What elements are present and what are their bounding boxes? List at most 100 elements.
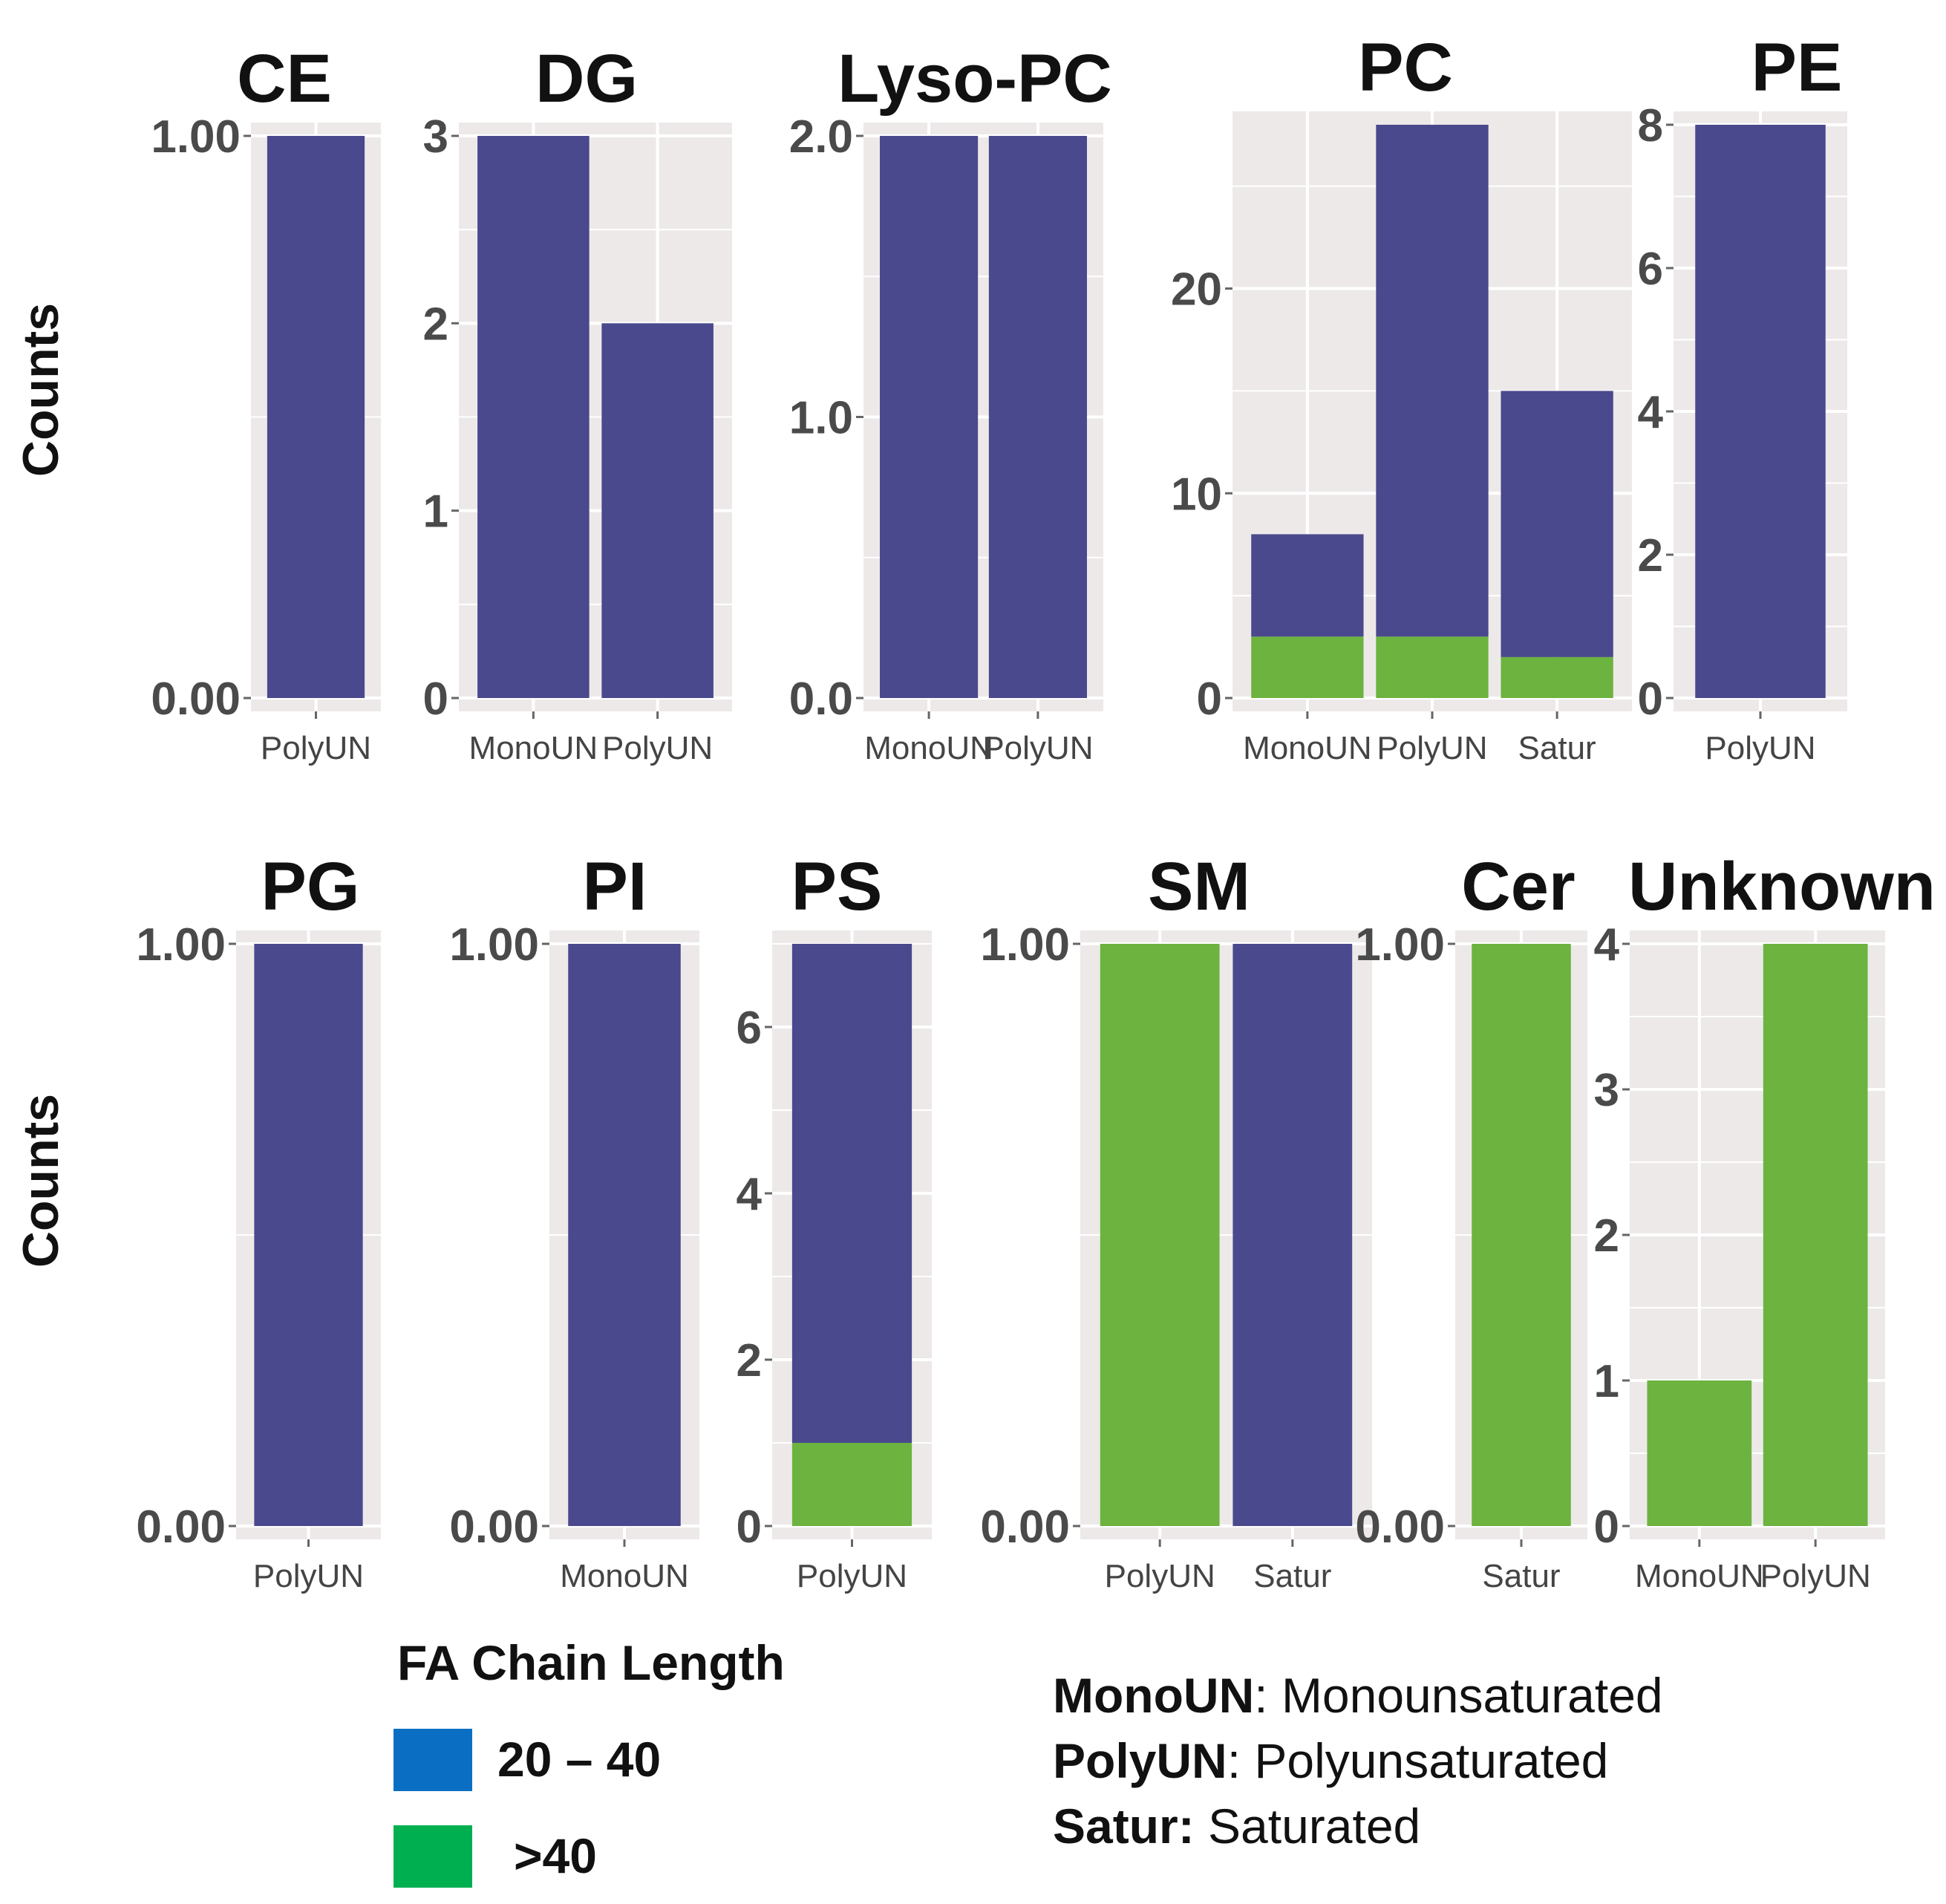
- panel-title-pi: PI: [583, 849, 647, 925]
- abbrev-satur-value: Saturated: [1195, 1799, 1421, 1854]
- y-tick-label-pe: 6: [1638, 244, 1663, 295]
- x-tick-label-sm: Satur: [1253, 1558, 1331, 1594]
- panel-title-lyso-pc: Lyso-PC: [838, 41, 1112, 117]
- panel-title-ce: CE: [237, 41, 332, 117]
- y-axis-label-bottom: Counts: [13, 1094, 69, 1268]
- y-tick-label-pg: 1.00: [136, 919, 226, 971]
- abbrev-satur: Satur: Saturated: [1053, 1799, 1420, 1854]
- abbrev-monoun-key: MonoUN: [1053, 1668, 1254, 1723]
- abbrev-polyun: PolyUN: Polyunsaturated: [1053, 1733, 1608, 1788]
- y-tick-label-pg: 0.00: [136, 1502, 226, 1553]
- y-tick-label-dg: 0: [423, 674, 448, 725]
- legend-title: FA Chain Length: [397, 1635, 785, 1690]
- legend: FA Chain Length 20 – 40 >40: [394, 1635, 785, 1888]
- bar-short-ps-polyun: [791, 944, 912, 1443]
- y-tick-label-dg: 3: [423, 111, 448, 163]
- y-tick-label-sm: 0.00: [980, 1502, 1070, 1553]
- panel-pe: PE PolyUN 8 6 4 2 0: [1638, 30, 1847, 766]
- panel-ps: PS PolyUN 6 4 2 0: [737, 849, 932, 1594]
- y-tick-label-pc: 10: [1171, 469, 1222, 520]
- legend-label-short: 20 – 40: [497, 1732, 661, 1787]
- x-tick-label-ce: PolyUN: [261, 730, 371, 766]
- panel-title-dg: DG: [535, 41, 638, 117]
- y-tick-label-lyso-pc: 0.0: [789, 674, 853, 725]
- bar-long-unknown-polyun: [1763, 944, 1868, 1526]
- x-tick-label-sm: PolyUN: [1105, 1558, 1215, 1594]
- y-tick-label-pe: 2: [1638, 530, 1663, 581]
- bar-long-cer-satur: [1472, 944, 1571, 1526]
- x-tick-label-dg: MonoUN: [469, 730, 598, 766]
- panel-sm: SM PolyUN Satur 1.00 0.00: [980, 849, 1372, 1594]
- panel-title-ps: PS: [791, 849, 883, 925]
- y-tick-label-pi: 0.00: [449, 1502, 539, 1553]
- y-tick-label-ce: 1.00: [151, 111, 241, 163]
- x-tick-label-unknown: MonoUN: [1635, 1558, 1764, 1594]
- abbreviation-key: MonoUN: Monounsaturated PolyUN: Polyunsa…: [1053, 1668, 1663, 1854]
- bar-short-pe-polyun: [1695, 125, 1826, 698]
- y-tick-label-ps: 2: [737, 1335, 762, 1386]
- abbrev-polyun-key: PolyUN: [1053, 1733, 1227, 1788]
- bar-short-pc-monoun: [1251, 534, 1364, 637]
- bar-short-ce-polyun: [267, 136, 365, 698]
- x-tick-label-lyso-pc: MonoUN: [864, 730, 993, 766]
- bar-long-pc-monoun: [1251, 636, 1364, 698]
- y-tick-label-ps: 6: [737, 1002, 762, 1054]
- abbrev-polyun-value: : Polyunsaturated: [1227, 1733, 1609, 1788]
- x-tick-label-pc: Satur: [1518, 730, 1596, 766]
- bar-short-pg-polyun: [254, 944, 363, 1526]
- y-tick-label-ce: 0.00: [151, 674, 241, 725]
- bar-short-lyso-pc-monoun: [880, 136, 979, 698]
- bar-short-sm-satur: [1232, 944, 1353, 1526]
- x-tick-label-dg: PolyUN: [602, 730, 713, 766]
- x-tick-label-cer: Satur: [1482, 1558, 1560, 1594]
- x-tick-label-pc: MonoUN: [1243, 730, 1372, 766]
- panel-title-pg: PG: [261, 849, 360, 925]
- panel-title-cer: Cer: [1461, 849, 1575, 925]
- panel-dg: DG MonoUN PolyUN 3 2 1 0: [423, 41, 732, 766]
- y-tick-label-lyso-pc: 2.0: [789, 111, 853, 163]
- y-tick-label-pe: 4: [1638, 387, 1664, 438]
- y-tick-label-ps: 4: [737, 1169, 763, 1220]
- abbrev-satur-key: Satur:: [1053, 1799, 1195, 1854]
- y-tick-label-lyso-pc: 1.0: [789, 393, 853, 444]
- y-tick-label-pc: 20: [1171, 264, 1222, 316]
- legend-swatch-short: [394, 1729, 472, 1791]
- bar-short-dg-polyun: [601, 323, 714, 698]
- bar-long-ps-polyun: [791, 1443, 912, 1526]
- panel-cer: Cer Satur 1.00 0.00: [1355, 849, 1587, 1594]
- abbrev-monoun-value: : Monounsaturated: [1254, 1668, 1662, 1723]
- x-tick-label-ps: PolyUN: [797, 1558, 907, 1594]
- y-tick-label-sm: 1.00: [980, 919, 1070, 971]
- y-tick-label-unknown: 3: [1594, 1065, 1619, 1116]
- panel-ce: CE PolyUN 1.00 0.00: [151, 41, 381, 766]
- bar-short-lyso-pc-polyun: [988, 136, 1087, 698]
- y-tick-label-unknown: 2: [1594, 1210, 1619, 1262]
- panel-title-pc: PC: [1358, 30, 1453, 105]
- bar-long-pc-polyun: [1376, 636, 1489, 698]
- y-tick-label-dg: 1: [423, 486, 448, 538]
- panel-pg: PG PolyUN 1.00 0.00: [136, 849, 381, 1594]
- abbrev-monoun: MonoUN: Monounsaturated: [1053, 1668, 1663, 1723]
- panel-title-sm: SM: [1148, 849, 1250, 925]
- y-axis-label-top: Counts: [13, 303, 69, 477]
- x-tick-label-lyso-pc: PolyUN: [982, 730, 1093, 766]
- y-tick-label-pi: 1.00: [449, 919, 539, 971]
- bar-short-pc-polyun: [1376, 125, 1489, 637]
- bar-short-pc-satur: [1501, 391, 1613, 657]
- y-tick-label-cer: 0.00: [1355, 1502, 1445, 1553]
- y-tick-label-cer: 1.00: [1355, 919, 1445, 971]
- panel-pc: PC MonoUN PolyUN Satur 20 10 0: [1171, 30, 1632, 766]
- y-tick-label-unknown: 4: [1594, 919, 1620, 971]
- x-tick-label-pc: PolyUN: [1377, 730, 1487, 766]
- y-tick-label-pc: 0: [1197, 674, 1222, 725]
- legend-swatch-long: [394, 1825, 472, 1888]
- y-tick-label-unknown: 1: [1594, 1356, 1619, 1407]
- y-tick-label-unknown: 0: [1594, 1502, 1619, 1553]
- x-tick-label-pi: MonoUN: [560, 1558, 689, 1594]
- y-tick-label-pe: 0: [1638, 674, 1663, 725]
- y-tick-label-ps: 0: [737, 1502, 762, 1553]
- x-tick-label-unknown: PolyUN: [1760, 1558, 1871, 1594]
